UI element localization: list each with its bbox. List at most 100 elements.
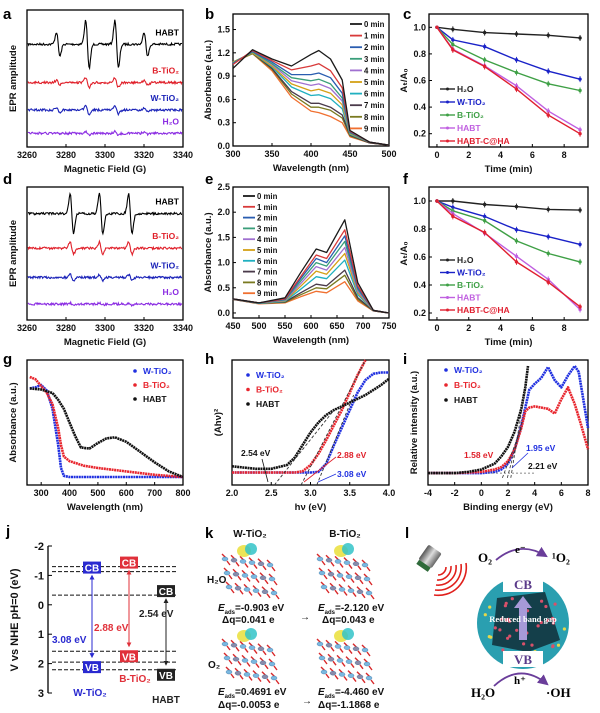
legend-marker [446, 283, 449, 287]
legend-label: W-TiO₂ [457, 268, 486, 278]
y-tick-label: 1.5 [217, 25, 230, 35]
k-eads-b-o2: Eads=-4.460 eV [318, 687, 385, 700]
dq-value: =-0.0053 e [231, 700, 280, 711]
cb-label: CB [159, 587, 173, 598]
l-cb-box [503, 576, 543, 592]
l-o2-label: O₂ [478, 550, 492, 565]
legend-label: HABT-C@HA [457, 136, 510, 146]
legend-label: HABT [457, 293, 481, 303]
x-tick-label: 350 [264, 149, 279, 159]
ads-subscript: ads [225, 694, 236, 700]
series-line [436, 200, 581, 308]
legend-label: HABT [457, 123, 481, 133]
series-label: B-TiO₂ [152, 66, 179, 76]
x-axis-label: Wavelength (nm) [67, 502, 143, 513]
spectrum-line [232, 219, 390, 314]
x-tick-label: 400 [62, 488, 77, 498]
y-tick-label: 2 [38, 659, 44, 671]
y-axis-label: Aₜ/A₀ [399, 68, 410, 92]
panel-label-g: g [3, 351, 12, 368]
series-line [436, 200, 581, 211]
series-line [436, 200, 581, 311]
y-tick-label: 0.0 [217, 141, 230, 151]
legend-label: 8 min [257, 278, 278, 287]
legend-label: 4 min [257, 235, 278, 244]
particle-dot [510, 597, 514, 601]
x-tick-label: 4 [498, 150, 503, 160]
x-tick-label: 0 [434, 150, 439, 160]
x-tick-label: 500 [251, 321, 266, 331]
ultrasound-device-icon [416, 545, 442, 572]
e-symbol: E [218, 603, 225, 614]
k-row-label-o2: O₂ [208, 660, 220, 671]
x-axis-label: Wavelength (nm) [273, 335, 349, 346]
x-tick-label: 8 [562, 323, 567, 333]
x-tick-label: 8 [562, 150, 567, 160]
panel-label-e: e [205, 171, 213, 188]
l-electron-label: e⁻ [515, 544, 526, 556]
l-vb-label: VB [514, 652, 532, 667]
epr-trace [27, 129, 183, 137]
particle-dot [546, 618, 550, 623]
x-tick-label: 3320 [134, 323, 154, 333]
legend-marker [133, 383, 137, 387]
epr-trace [27, 19, 183, 71]
annotation-pointer [261, 458, 269, 483]
dq-symbol: Δq [218, 700, 231, 711]
vb-label: VB [85, 663, 99, 674]
particle-dot [508, 619, 512, 623]
legend-marker [446, 296, 449, 299]
x-tick-label: 2 [466, 150, 471, 160]
panel-k-adsorption: W-TiO₂ B-TiO₂ H₂O O₂ Eads=-0.903 eV Δq=0… [207, 529, 385, 711]
particle-dot [536, 624, 540, 628]
legend-label: 8 min [364, 113, 385, 122]
epr-trace [27, 272, 183, 283]
y-tick-label: 2.5 [217, 182, 230, 192]
y-axis-label: Relative intensity (a.u.) [409, 371, 420, 474]
x-tick-label: 6 [530, 323, 535, 333]
x-tick-label: -4 [424, 488, 432, 498]
x-tick-label: 3.5 [343, 488, 356, 498]
eads-value: =-2.120 eV [335, 603, 385, 614]
series-label: HABT [155, 27, 179, 37]
x-tick-label: 0 [434, 323, 439, 333]
legend-label: 1 min [364, 32, 385, 41]
x-tick-label: 700 [355, 321, 370, 331]
y-tick-label: 1.0 [413, 22, 426, 32]
series-line [436, 26, 581, 39]
crystal-structure-image [316, 628, 375, 685]
y-tick-label: 0.6 [217, 94, 230, 104]
panel-d-plot: 3260 3280 3300 3320 3340 Magnetic Field (G) EP… [8, 186, 193, 348]
l-cb-label: CB [514, 577, 532, 592]
y-tick-label: 0.8 [413, 224, 426, 234]
cb-label: CB [85, 564, 99, 575]
x-tick-label: 3340 [173, 323, 193, 333]
y-axis-label: Aₜ/A₀ [399, 241, 410, 265]
panel-label-j: j [5, 523, 10, 540]
legend-marker [133, 397, 137, 401]
legend-label: 2 min [257, 214, 278, 223]
spectrum-line [232, 52, 390, 146]
x-tick-label: 3.0 [304, 488, 317, 498]
x-tick-label: 3260 [17, 323, 37, 333]
particle-dot [515, 628, 519, 632]
y-tick-label: 0.4 [413, 280, 426, 290]
series-line [436, 26, 581, 80]
x-tick-label: 3340 [173, 150, 193, 160]
k-arrow-h2o: → [300, 612, 310, 623]
k-column-title-b-tio2: B-TiO₂ [329, 529, 360, 540]
epr-trace [27, 239, 183, 257]
x-tick-label: 550 [277, 321, 292, 331]
x-tick-label: 3280 [56, 323, 76, 333]
vb-annotation-b-tio2: 1.58 eV [464, 450, 494, 460]
particle-dot [506, 636, 510, 640]
particle-dot [504, 601, 508, 605]
tangent-line [510, 383, 527, 478]
series-label: H₂O [162, 287, 179, 297]
panel-h-plot: 2.0 2.5 3.0 3.5 4.0 hν (eV) (Ahν)² W-TiO₂ B-TiO₂… [213, 359, 395, 513]
x-tick-label: 450 [342, 149, 357, 159]
y-axis-label: Absorbance (a.u.) [203, 40, 214, 120]
plot-frame [427, 359, 589, 486]
spectrum-line [232, 49, 390, 146]
y-axis-label: (Ahν)² [213, 409, 224, 436]
